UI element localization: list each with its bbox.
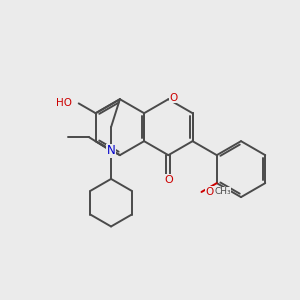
- Text: O: O: [169, 93, 178, 103]
- Text: N: N: [107, 145, 116, 158]
- Text: HO: HO: [56, 98, 72, 108]
- Text: CH₃: CH₃: [214, 188, 231, 196]
- Text: O: O: [206, 187, 214, 197]
- Text: O: O: [164, 175, 173, 184]
